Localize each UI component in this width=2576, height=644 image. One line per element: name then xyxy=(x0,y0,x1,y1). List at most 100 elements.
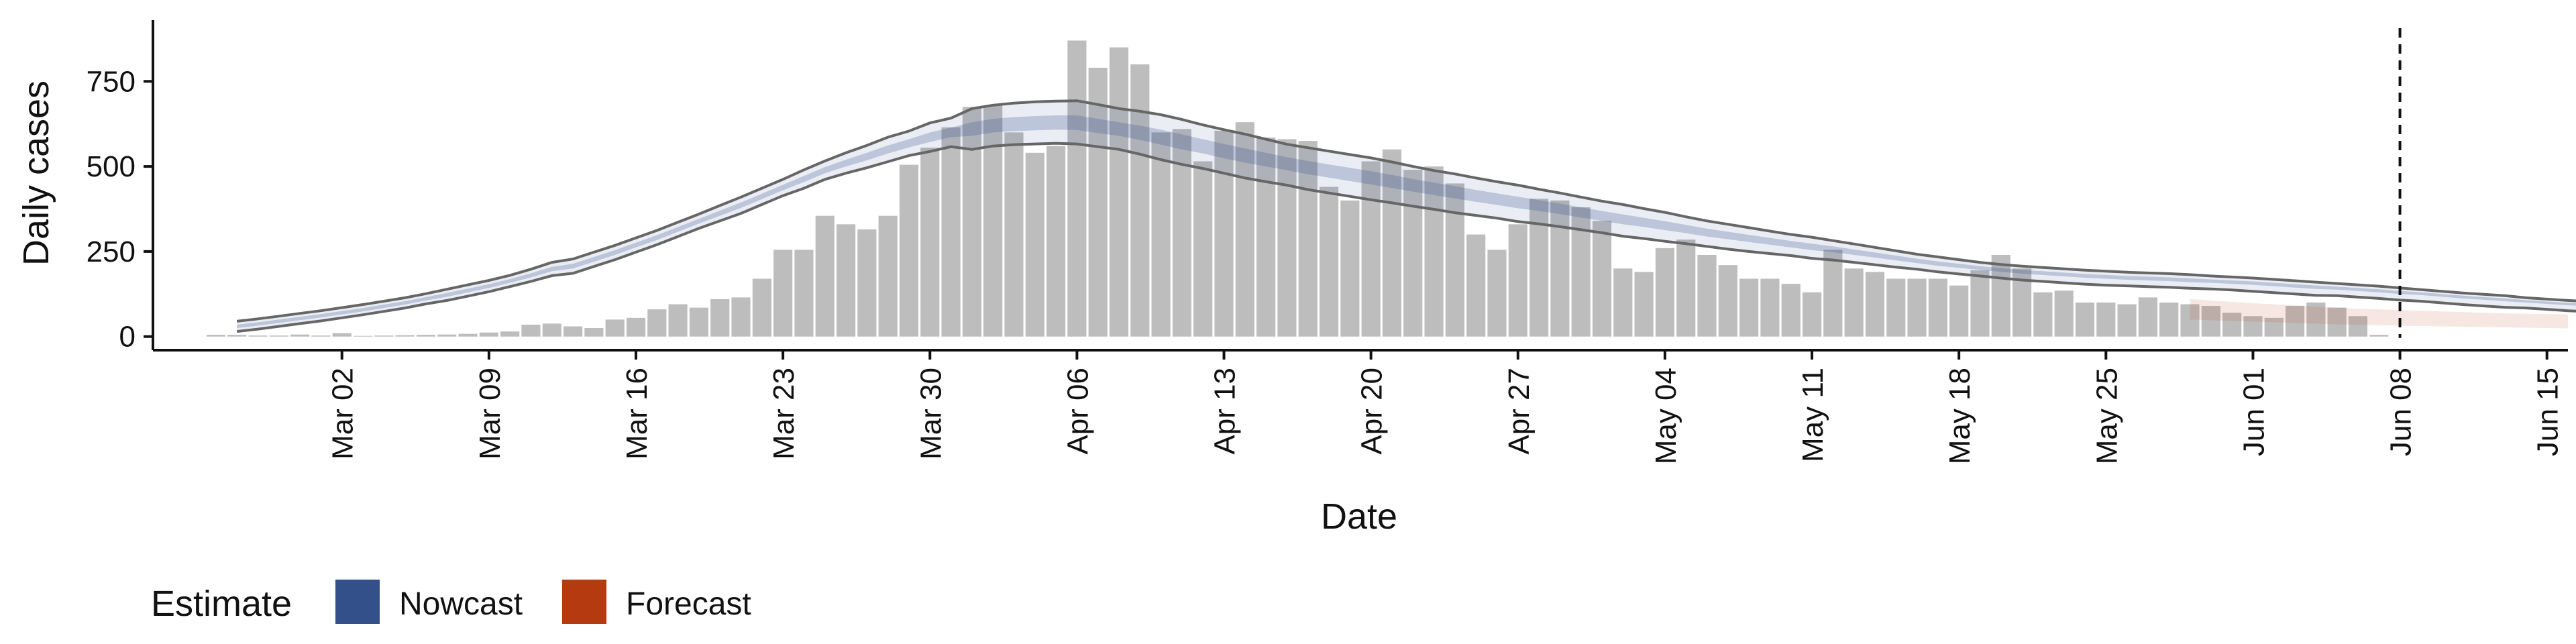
bar xyxy=(1256,137,1276,337)
x-tick-label: May 11 xyxy=(1796,368,1829,462)
bar xyxy=(605,319,625,337)
x-tick-label: Jun 08 xyxy=(2385,368,2418,456)
bar xyxy=(941,127,961,337)
bar xyxy=(668,304,688,337)
x-tick-label: Apr 06 xyxy=(1061,368,1094,455)
x-tick-label: Apr 13 xyxy=(1209,368,1242,455)
bar xyxy=(1382,149,1402,337)
x-tick-label: Mar 02 xyxy=(327,368,360,460)
bar xyxy=(2327,307,2347,337)
bar xyxy=(1844,268,1864,337)
bar xyxy=(2096,302,2116,337)
x-tick-label: Mar 23 xyxy=(767,368,800,460)
bar xyxy=(1424,166,1444,337)
bar xyxy=(1970,270,1990,337)
bar xyxy=(2348,316,2368,337)
bar xyxy=(248,335,268,337)
bar xyxy=(1004,132,1024,337)
bar xyxy=(962,107,981,337)
nowcast-upper-line xyxy=(236,99,2576,323)
legend-label-forecast: Forecast xyxy=(626,586,751,622)
bar xyxy=(1025,152,1044,337)
x-tick-label: Mar 16 xyxy=(621,368,653,460)
legend-title: Estimate xyxy=(151,584,292,624)
x-tick-label: Apr 20 xyxy=(1356,368,1389,455)
bar xyxy=(1802,292,1822,337)
bar xyxy=(1067,40,1087,337)
y-tick-label: 500 xyxy=(87,150,136,183)
bar xyxy=(857,229,877,337)
bar xyxy=(584,328,604,337)
bar xyxy=(1781,284,1801,337)
bar xyxy=(1151,132,1171,337)
bar xyxy=(1214,130,1234,337)
bar xyxy=(1529,199,1549,337)
bar xyxy=(2075,302,2095,337)
nowcast-outer-band xyxy=(237,101,2576,332)
bar xyxy=(1130,64,1150,337)
x-tick-label: Mar 30 xyxy=(914,368,947,460)
bar xyxy=(1865,272,1885,337)
y-tick-label: 250 xyxy=(87,235,136,268)
bar xyxy=(458,333,478,337)
bar xyxy=(1928,278,1947,337)
bar xyxy=(2264,317,2284,337)
bar xyxy=(2201,306,2220,337)
bar xyxy=(1655,248,1674,337)
x-axis-title: Date xyxy=(1321,496,1397,537)
bar xyxy=(353,335,373,337)
bar xyxy=(2054,290,2074,337)
bar xyxy=(1319,186,1339,337)
bar xyxy=(332,333,352,337)
bar xyxy=(1109,47,1129,337)
legend-swatch-forecast xyxy=(562,580,606,624)
bar xyxy=(2138,297,2157,337)
bar xyxy=(542,323,561,337)
bar xyxy=(416,335,436,337)
x-tick-label: Apr 27 xyxy=(1503,368,1536,455)
bar xyxy=(1718,265,1737,337)
bar xyxy=(2033,292,2053,337)
bar xyxy=(1088,68,1108,337)
y-tick-label: 0 xyxy=(119,321,136,354)
bar xyxy=(1193,161,1213,337)
bar xyxy=(2180,304,2200,337)
bar xyxy=(1949,285,1969,337)
bar xyxy=(1634,272,1654,337)
bar xyxy=(1550,200,1570,337)
bar xyxy=(1277,139,1297,337)
bar xyxy=(920,148,940,337)
bar xyxy=(1298,141,1318,337)
bar xyxy=(626,317,646,337)
bands-layer xyxy=(236,99,2576,333)
bar xyxy=(752,278,771,337)
y-tick-label: 750 xyxy=(87,65,136,98)
bar xyxy=(1991,254,2010,337)
nowcast-lower-line xyxy=(236,142,2576,333)
bar xyxy=(1697,254,1717,337)
x-tick-label: May 25 xyxy=(2090,368,2123,464)
bar xyxy=(269,335,288,337)
bar xyxy=(1907,278,1927,337)
legend: Estimate Nowcast Forecast xyxy=(151,580,751,624)
bar xyxy=(2159,302,2179,337)
x-tick-label: Mar 09 xyxy=(474,368,506,460)
bar xyxy=(689,307,708,337)
bar xyxy=(1760,278,1780,337)
bar xyxy=(1340,200,1360,337)
bar xyxy=(899,164,919,337)
bar xyxy=(395,335,415,337)
bar xyxy=(2117,304,2137,337)
bar xyxy=(521,324,541,337)
legend-swatch-nowcast xyxy=(335,580,380,624)
bar xyxy=(1235,122,1254,337)
bar xyxy=(815,215,835,337)
bar xyxy=(1445,183,1464,337)
bars-layer xyxy=(206,40,2389,337)
x-tick-label: May 18 xyxy=(1943,368,1976,464)
bar xyxy=(1403,170,1423,337)
nowcast-inner-band xyxy=(237,115,2576,328)
x-tick-label: Jun 01 xyxy=(2237,368,2270,456)
axes-layer: 0 250 500 750 Mar 02 Mar 09 Mar 16 Mar 23 Mar 30… xyxy=(87,20,2568,464)
